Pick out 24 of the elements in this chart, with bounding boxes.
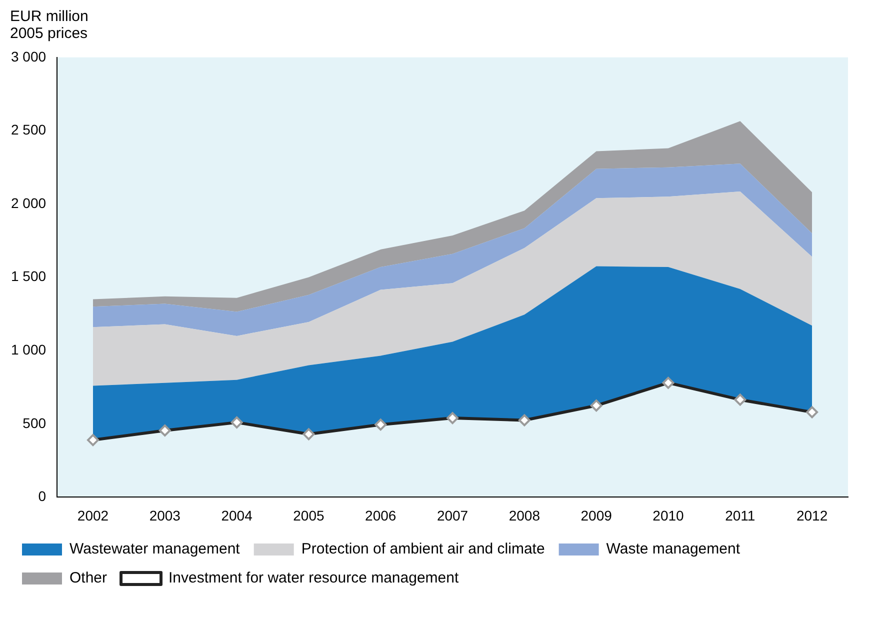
legend-label: Waste management [606, 540, 741, 558]
legend-label: Other [70, 570, 108, 587]
x-tick-label: 2008 [508, 507, 540, 524]
y-tick-label: 1 000 [10, 341, 46, 358]
x-tick-label: 2007 [436, 507, 468, 524]
x-tick-label: 2005 [293, 507, 324, 524]
x-tick-label: 2012 [796, 507, 828, 524]
legend-label: Investment for water resource management [168, 570, 460, 587]
x-tick-label: 2011 [725, 507, 756, 524]
x-tick-label: 2006 [365, 507, 396, 524]
legend-label: Wastewater management [70, 540, 241, 558]
y-tick-label: 0 [38, 488, 46, 504]
x-tick-label: 2004 [221, 507, 253, 524]
y-tick-label: 2 500 [10, 122, 46, 138]
x-tick-label: 2002 [77, 507, 109, 524]
y-tick-label: 3 000 [10, 48, 46, 64]
legend-label: Protection of ambient air and climate [301, 540, 545, 558]
x-tick-label: 2003 [149, 507, 181, 524]
y-tick-label: 2 000 [10, 194, 46, 211]
y-tick-label: 1 500 [10, 268, 46, 284]
y-axis-title: EUR million 2005 prices [10, 8, 90, 42]
x-tick-label: 2009 [580, 507, 612, 524]
x-tick-label: 2010 [652, 507, 684, 524]
y-tick-label: 500 [22, 414, 46, 431]
